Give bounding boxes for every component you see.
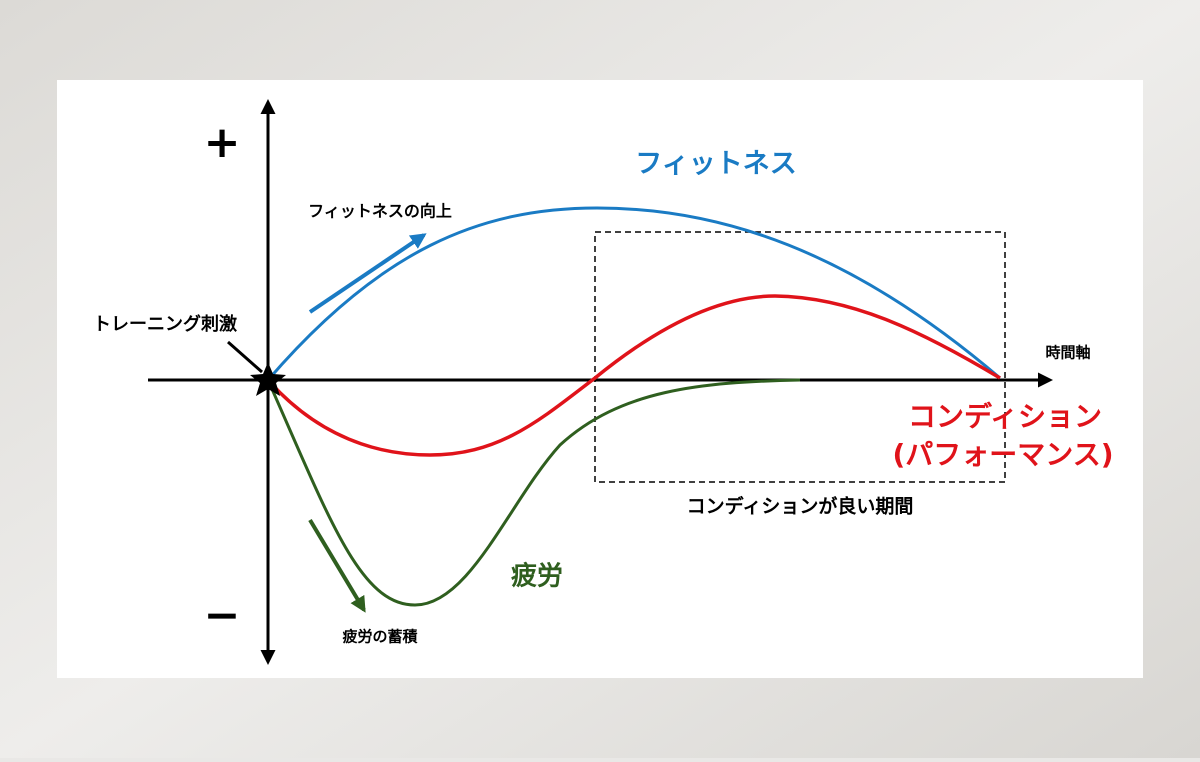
fatigue-label: 疲労 (511, 561, 563, 592)
fatigue-curve (266, 378, 801, 607)
stimulus-pointer (227, 340, 263, 374)
annotation: トレーニング刺激 (93, 313, 237, 335)
annotation: フィットネスの向上 (308, 202, 452, 221)
annotation: 疲労の蓄積 (342, 628, 418, 646)
fatigue-arrow (308, 518, 366, 613)
fitness-curve (266, 206, 1001, 381)
fitness-arrow (308, 233, 427, 314)
condition-label: コンディション (908, 400, 1102, 433)
annotation: 時間軸 (1045, 344, 1090, 362)
good-period-box (594, 231, 1006, 483)
fitness-label: フィットネス (635, 149, 796, 180)
annotation: コンディションが良い期間 (687, 495, 914, 518)
plus: + (204, 117, 241, 168)
condition-curve (266, 294, 1001, 457)
condition-label: (パフォーマンス) (892, 438, 1113, 471)
stimulus-star (250, 362, 286, 396)
minus: − (204, 590, 241, 641)
